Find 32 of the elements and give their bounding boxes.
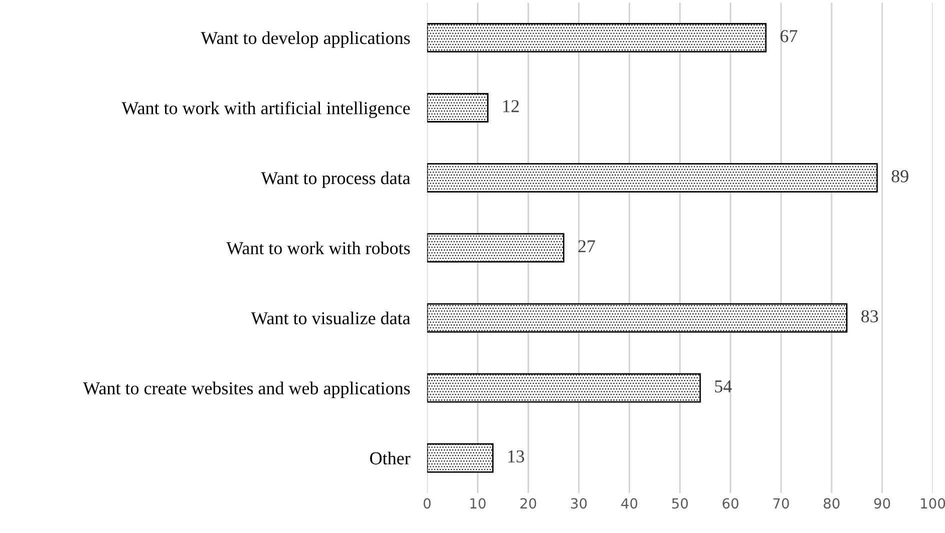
y-tick-label: Want to process data [261, 172, 410, 188]
data-label: 67 [780, 30, 798, 42]
data-label: 27 [578, 240, 596, 252]
x-tick-label: 40 [621, 498, 638, 509]
x-tick-label: 80 [824, 498, 840, 509]
y-tick-label: Other [370, 452, 410, 464]
bar [427, 163, 878, 192]
bar [427, 22, 767, 52]
data-label: 89 [892, 170, 908, 182]
y-tick-label: Want to visualize data [251, 312, 410, 324]
data-label: 54 [715, 380, 732, 392]
data-label: 83 [861, 310, 878, 322]
y-tick-label: Want to work with artificial intelligence [122, 101, 410, 118]
bar [427, 373, 701, 403]
data-label: 12 [503, 100, 519, 112]
y-tick-label: Want to work with robots [226, 242, 410, 254]
y-tick-label: Want to create websites and web applications [83, 382, 410, 398]
x-tick-label: 30 [571, 498, 587, 509]
bar [427, 233, 564, 263]
data-label: 13 [508, 450, 524, 463]
y-tick-label: Want to develop applications [200, 31, 410, 48]
bar [427, 443, 494, 473]
x-tick-label: 90 [874, 498, 890, 509]
x-tick-label: 20 [520, 498, 536, 509]
x-tick-label: 10 [470, 498, 486, 509]
x-tick-label: 0 [424, 498, 431, 509]
x-tick-label: 60 [722, 498, 738, 509]
x-tick-label: 50 [672, 498, 688, 509]
x-tick-label: 100 [920, 498, 945, 509]
bar [427, 303, 848, 333]
bar [427, 93, 489, 122]
x-tick-label: 70 [773, 498, 789, 509]
